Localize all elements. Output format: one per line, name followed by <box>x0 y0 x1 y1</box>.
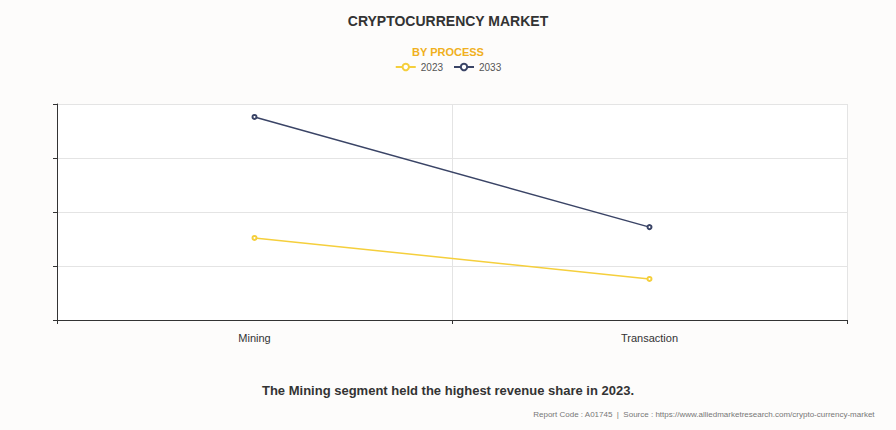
svg-text:CRYPTOCURRENCY MARKET: CRYPTOCURRENCY MARKET <box>348 13 549 29</box>
svg-text:2023: 2023 <box>421 62 444 73</box>
svg-text:Report Code : A01745 | Sourc: Report Code : A01745 | Source : https://… <box>533 410 875 419</box>
svg-text:The Mining segment held the hi: The Mining segment held the highest reve… <box>262 383 634 398</box>
svg-text:Transaction: Transaction <box>621 332 678 344</box>
svg-text:BY PROCESS: BY PROCESS <box>412 46 484 58</box>
svg-text:2033: 2033 <box>479 62 502 73</box>
svg-text:Mining: Mining <box>238 332 270 344</box>
